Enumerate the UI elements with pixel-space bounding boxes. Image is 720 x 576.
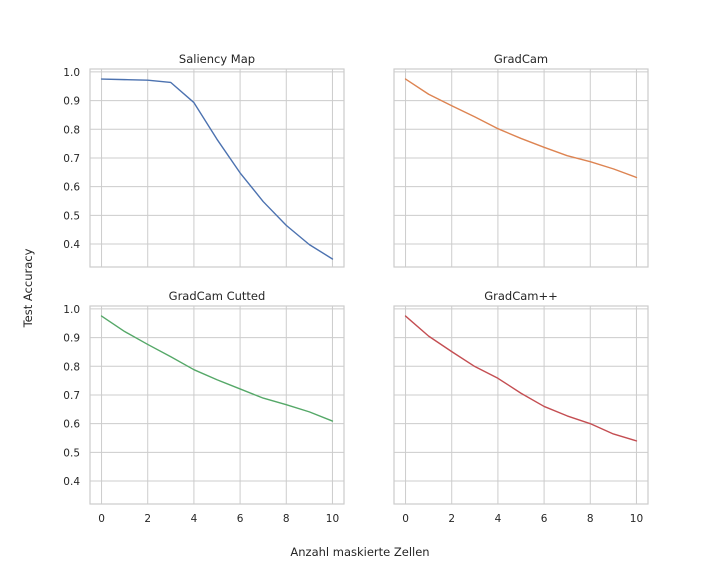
y-tick-label: 0.4 xyxy=(63,239,80,251)
x-axis-label: Anzahl maskierte Zellen xyxy=(290,545,429,559)
x-tick-label: 8 xyxy=(587,513,594,525)
x-tick-label: 10 xyxy=(326,513,339,525)
series-line xyxy=(100,315,334,422)
series-line xyxy=(404,78,638,179)
subplot-grid: 0.4 0.5 0.6 0.7 0.8 0.9 1.0 Saliency Map GradCam… xyxy=(63,52,649,525)
subplot-1: 0.4 0.5 0.6 0.7 0.8 0.9 1.0 Saliency Map xyxy=(63,52,345,268)
subplot-3: 0.4 0.5 0.6 0.7 0.8 0.9 1.0 0 2 4 6 8 10 GradCam Cutt… xyxy=(63,289,345,525)
x-tick-label: 0 xyxy=(98,513,105,525)
axes-frame xyxy=(393,68,649,268)
axes-frame xyxy=(89,68,345,268)
y-axis-label: Test Accuracy xyxy=(21,248,35,328)
x-tick-label: 2 xyxy=(144,513,151,525)
subplot-title: GradCam++ xyxy=(484,289,558,303)
axes-frame xyxy=(393,305,649,505)
x-tick-label: 6 xyxy=(237,513,244,525)
x-tick-label: 8 xyxy=(283,513,290,525)
y-tick-label: 0.6 xyxy=(63,182,80,194)
y-tick-label: 0.7 xyxy=(63,153,80,165)
x-tick-label: 6 xyxy=(541,513,548,525)
x-tick-label: 10 xyxy=(630,513,643,525)
subplot-title: GradCam Cutted xyxy=(169,289,266,303)
y-tick-label: 0.5 xyxy=(63,447,80,459)
y-tick-label: 1.0 xyxy=(63,67,80,79)
y-tick-label: 0.6 xyxy=(63,419,80,431)
subplot-2: GradCam xyxy=(393,52,649,268)
y-tick-label: 0.9 xyxy=(63,333,80,345)
y-tick-label: 1.0 xyxy=(63,304,80,316)
axes-frame xyxy=(89,305,345,505)
x-tick-label: 4 xyxy=(191,513,198,525)
subplot-4: 0 2 4 6 8 10 GradCam++ xyxy=(393,289,649,525)
x-tick-label: 4 xyxy=(495,513,502,525)
series-line xyxy=(100,78,334,260)
x-tick-label: 2 xyxy=(448,513,455,525)
y-tick-label: 0.9 xyxy=(63,96,80,108)
y-tick-label: 0.8 xyxy=(63,361,80,373)
y-tick-label: 0.5 xyxy=(63,210,80,222)
subplot-title: GradCam xyxy=(494,52,548,66)
y-tick-label: 0.4 xyxy=(63,476,80,488)
series-line xyxy=(404,315,638,442)
y-tick-label: 0.8 xyxy=(63,124,80,136)
y-tick-label: 0.7 xyxy=(63,390,80,402)
x-tick-label: 0 xyxy=(402,513,409,525)
subplot-title: Saliency Map xyxy=(179,52,255,66)
